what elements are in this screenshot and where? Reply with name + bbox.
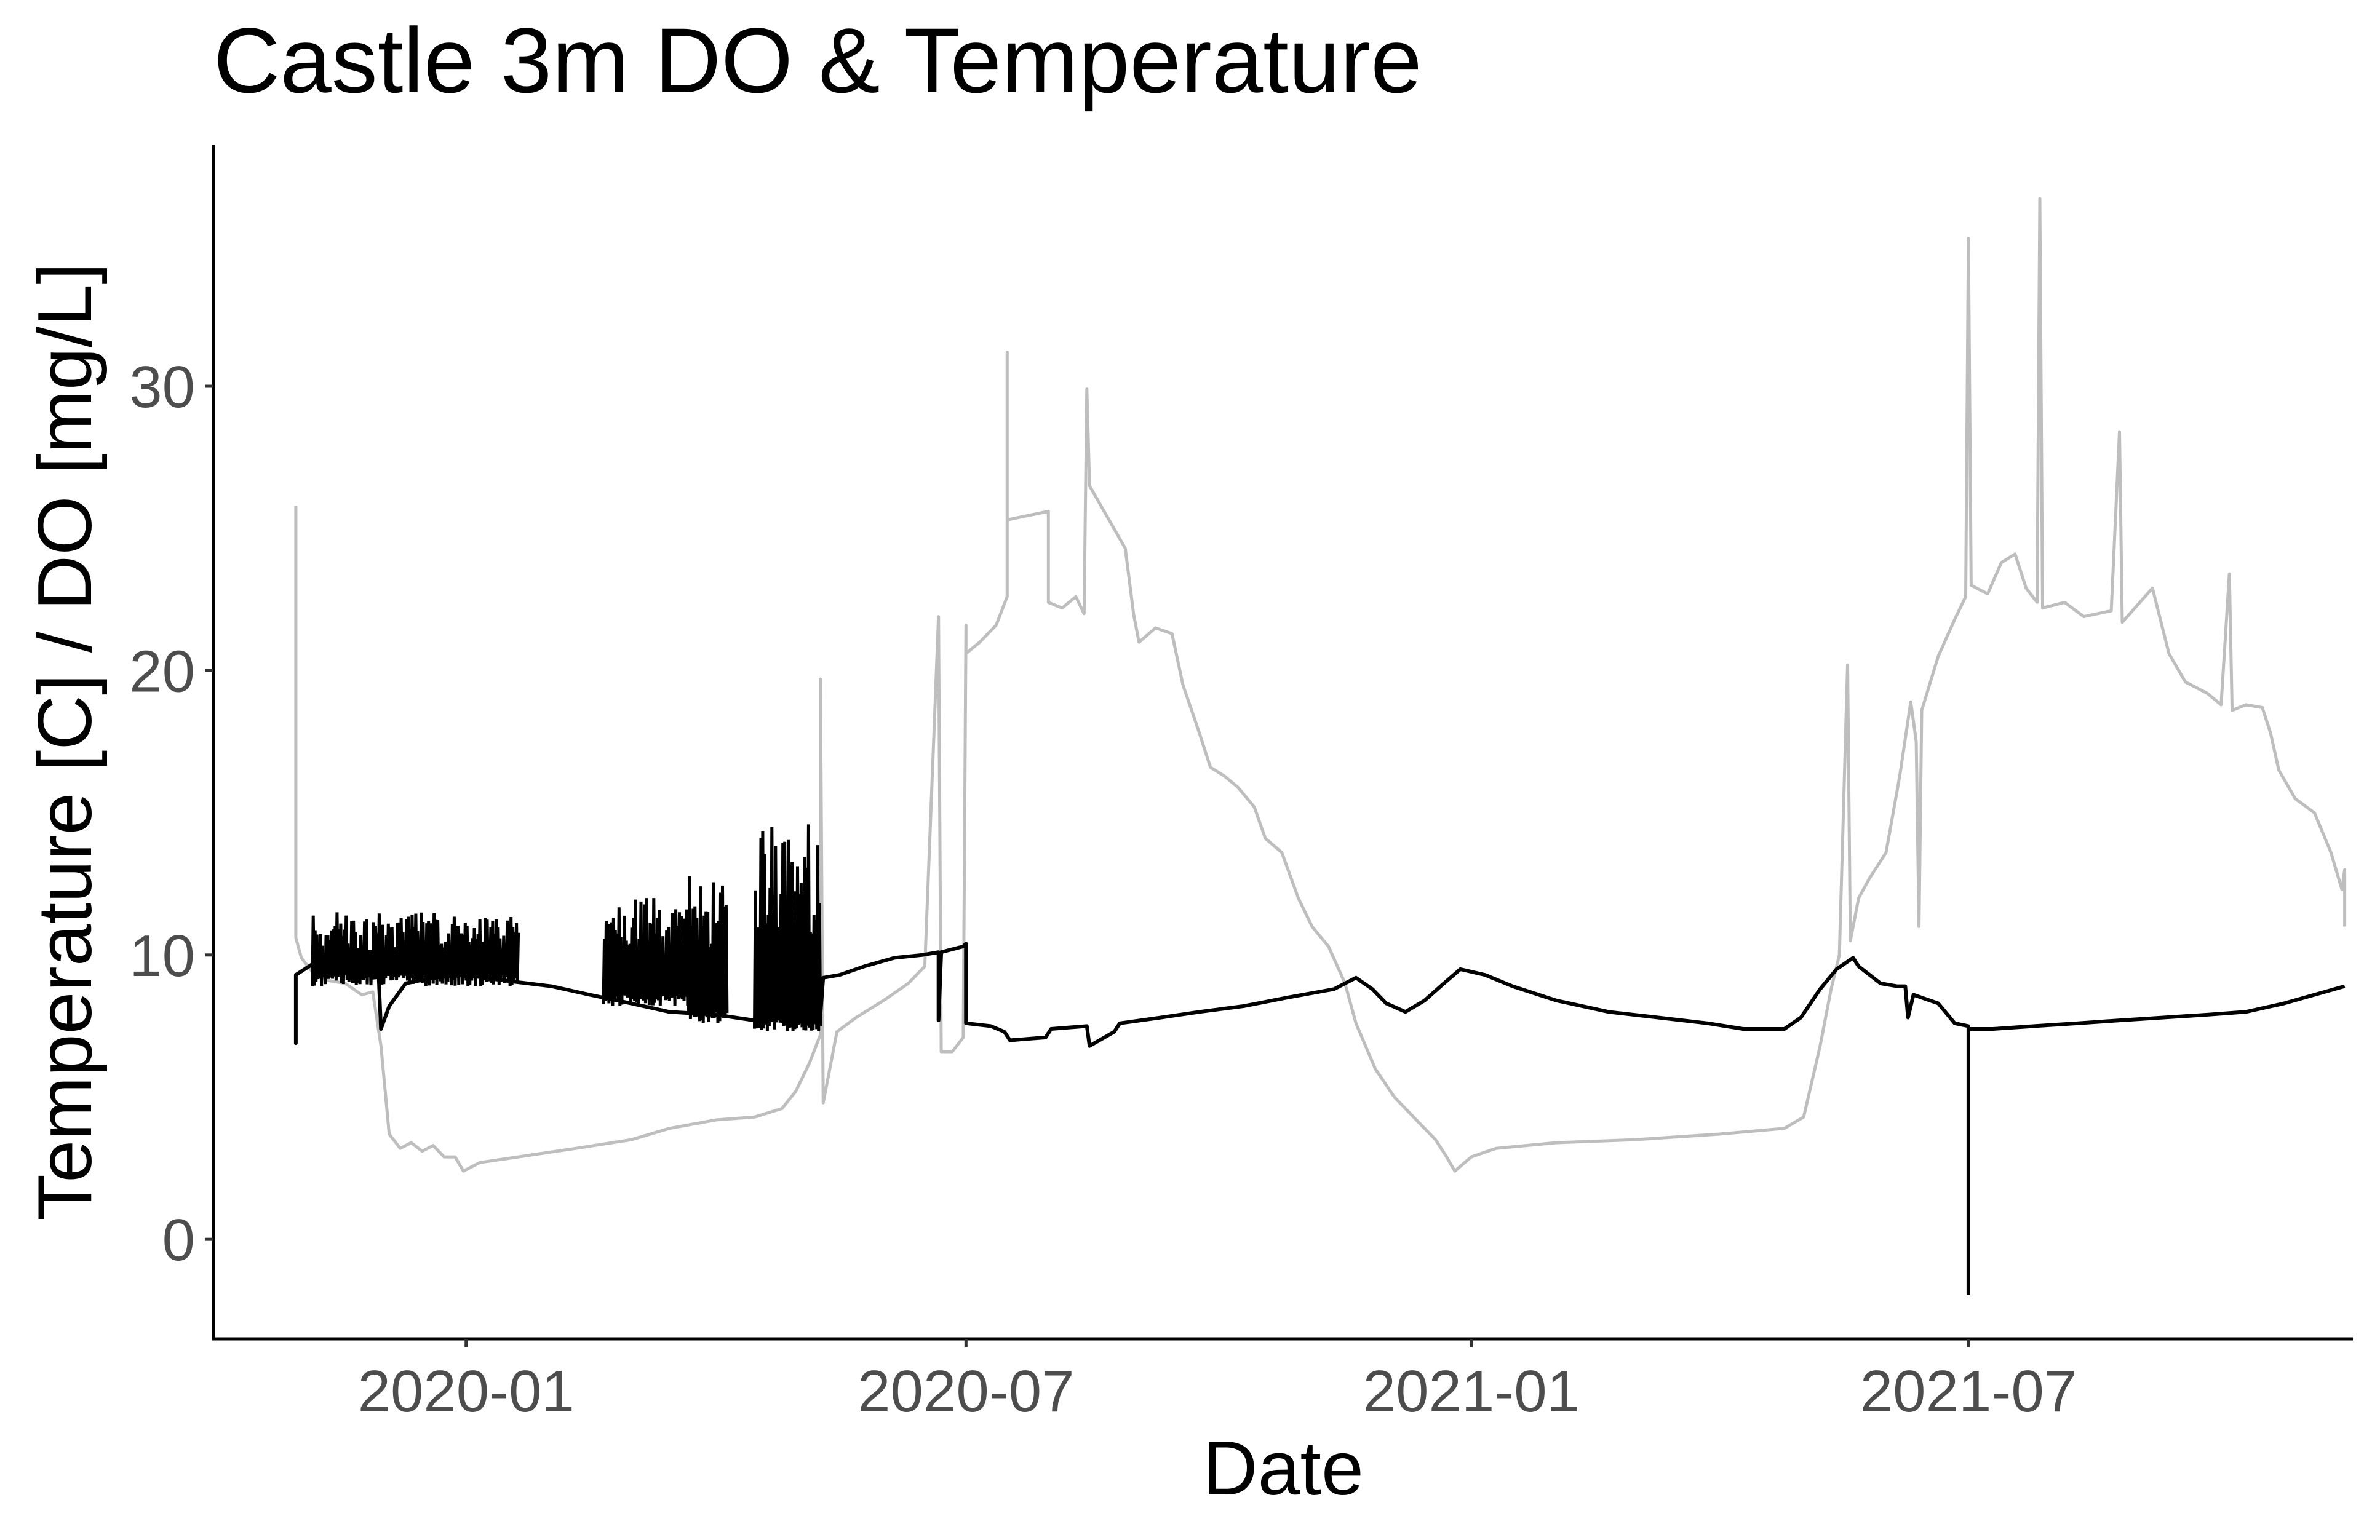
series-2-oscillation-2 (602, 898, 690, 1006)
x-tick-label: 2021-07 (1860, 1359, 2077, 1424)
y-tick-label: 20 (129, 638, 195, 704)
x-tick-label: 2021-01 (1363, 1359, 1580, 1424)
series-2 (293, 824, 2346, 1295)
x-tick-label: 2020-07 (858, 1359, 1074, 1424)
y-axis-title: Temperature [C] / DO [mg/L] (23, 263, 108, 1220)
series-2-oscillation-3 (687, 876, 729, 1023)
series-1-line (294, 197, 2347, 1173)
series-2-oscillation-4 (753, 824, 822, 1032)
y-axis-ticks: 0 10 20 30 (129, 354, 213, 1273)
y-tick-label: 30 (129, 354, 195, 420)
y-tick-label: 10 (129, 923, 195, 989)
chart-title: Castle 3m DO & Temperature (213, 9, 1422, 112)
y-tick-label: 0 (162, 1207, 195, 1273)
series-1 (294, 197, 2347, 1173)
x-axis-title: Date (1203, 1426, 1364, 1511)
x-axis-ticks: 2020-01 2020-07 2021-01 2021-07 (358, 1339, 2077, 1424)
series-2-oscillation-1 (311, 912, 520, 986)
plot-panel (293, 197, 2347, 1295)
x-tick-label: 2020-01 (358, 1359, 575, 1424)
